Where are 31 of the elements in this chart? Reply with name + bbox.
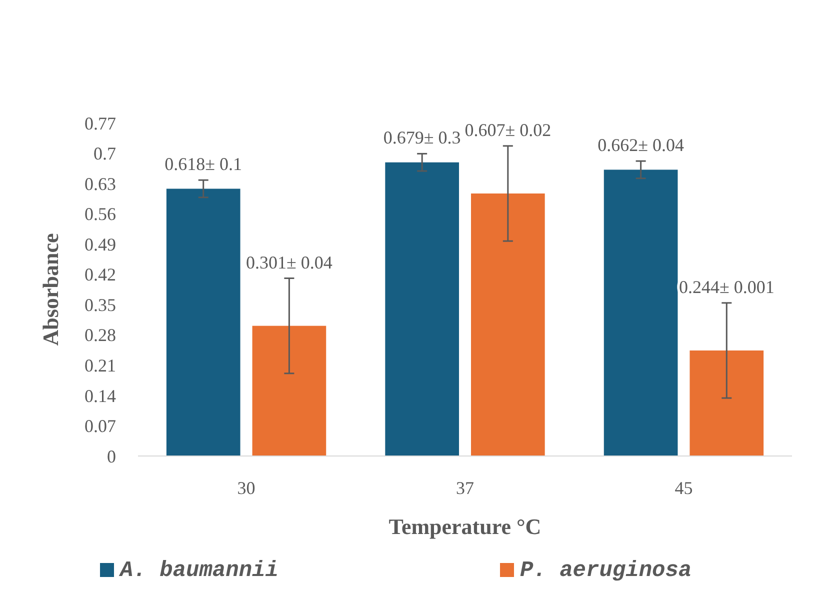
y-tick-label: 0.49 [84, 234, 116, 254]
data-label: 0.244± 0.001 [678, 276, 774, 297]
bar [604, 170, 678, 456]
bar [471, 193, 545, 456]
bar [690, 350, 764, 456]
y-tick-label: 0.21 [84, 355, 116, 376]
y-tick-label: 0.7 [94, 144, 116, 164]
y-tick-label: 0.07 [84, 416, 116, 436]
y-tick-label: 0.63 [84, 174, 116, 194]
legend-label: P. aeruginosa [520, 558, 692, 583]
y-tick-label: 0.14 [84, 386, 116, 406]
y-axis-title: Absorbance [38, 233, 63, 346]
x-axis-title: Temperature °C [388, 514, 542, 539]
data-label: 0.618± 0.1 [164, 154, 242, 174]
bar [385, 162, 459, 456]
x-tick-label: 45 [674, 478, 693, 498]
y-tick-label: 0.42 [84, 264, 116, 285]
y-tick-label: 0.77 [84, 113, 116, 134]
data-label: 0.301± 0.04 [246, 252, 332, 272]
legend-label: A. baumannii [118, 558, 278, 583]
y-tick-label: 0.28 [84, 325, 116, 346]
y-tick-label: 0 [107, 446, 116, 466]
data-label: 0.662± 0.04 [598, 135, 684, 156]
bar [166, 188, 240, 456]
y-tick-label: 0.56 [84, 204, 116, 224]
data-label: 0.607± 0.02 [464, 120, 552, 140]
x-tick-label: 30 [237, 478, 256, 498]
data-label: 0.679± 0.3 [383, 128, 461, 148]
bar [252, 326, 326, 456]
x-tick-label: 37 [456, 478, 474, 498]
y-tick-label: 0.35 [84, 294, 116, 315]
